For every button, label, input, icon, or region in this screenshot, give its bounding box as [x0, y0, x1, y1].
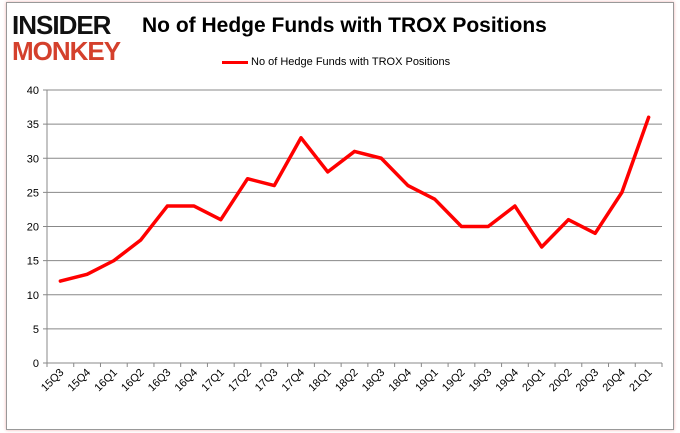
data-point — [566, 218, 570, 222]
data-point — [353, 149, 356, 153]
insider-monkey-logo: INSIDER MONKEY — [12, 10, 121, 66]
data-point — [272, 184, 276, 188]
x-tick-label: 16Q1 — [92, 367, 120, 395]
chart-title: No of Hedge Funds with TROX Positions — [142, 14, 547, 37]
x-tick-label: 19Q2 — [440, 367, 468, 395]
logo-line2: MONKEY — [12, 36, 121, 66]
y-tick-label: 25 — [27, 187, 39, 199]
y-tick-label: 5 — [33, 324, 39, 336]
y-tick-label: 30 — [27, 153, 39, 165]
x-tick-label: 20Q2 — [547, 367, 575, 395]
data-point — [219, 218, 223, 222]
x-tick-label: 16Q2 — [119, 367, 147, 395]
x-tick-label: 16Q4 — [173, 367, 201, 395]
data-point — [486, 225, 490, 228]
x-tick-label: 18Q4 — [387, 367, 415, 395]
x-tick-label: 20Q3 — [574, 367, 602, 395]
legend-swatch — [222, 60, 248, 64]
x-tick-label: 15Q4 — [66, 367, 94, 395]
data-point — [647, 115, 651, 119]
data-point — [246, 177, 250, 181]
x-tick-label: 18Q3 — [360, 367, 388, 395]
y-tick-label: 0 — [33, 358, 39, 370]
data-point — [433, 197, 437, 201]
x-tick-label: 20Q1 — [520, 367, 548, 395]
chart-frame — [6, 2, 674, 430]
x-tick-label: 19Q1 — [413, 367, 441, 395]
data-point — [620, 190, 624, 194]
data-point — [165, 204, 169, 208]
x-tick-label: 20Q4 — [600, 367, 628, 395]
data-point — [192, 204, 196, 208]
data-point — [85, 272, 89, 276]
x-tick-label: 17Q3 — [253, 367, 281, 395]
y-tick-label: 20 — [27, 222, 39, 234]
x-tick-label: 16Q3 — [146, 367, 174, 395]
x-tick-label: 17Q4 — [280, 367, 308, 395]
data-point — [593, 231, 597, 235]
data-point — [326, 170, 330, 174]
data-point — [299, 136, 303, 140]
legend-label: No of Hedge Funds with TROX Positions — [251, 56, 451, 68]
data-point — [459, 225, 463, 228]
x-tick-label: 17Q1 — [199, 367, 227, 395]
x-tick-label: 19Q3 — [467, 367, 495, 395]
data-point — [58, 279, 62, 283]
legend: No of Hedge Funds with TROX Positions — [222, 56, 450, 68]
x-tick-label: 18Q1 — [306, 367, 334, 395]
x-tick-label: 21Q1 — [627, 367, 655, 395]
series-line — [58, 115, 651, 283]
x-tick-label: 17Q2 — [226, 367, 254, 395]
y-tick-label: 15 — [27, 256, 39, 268]
y-tick-label: 35 — [27, 119, 39, 131]
data-point — [379, 156, 383, 160]
x-tick-label: 15Q3 — [39, 367, 67, 395]
y-tick-label: 10 — [27, 290, 39, 302]
data-point — [540, 245, 544, 249]
data-point — [139, 238, 143, 242]
data-point — [513, 204, 517, 208]
data-point — [112, 259, 116, 263]
logo-line1: INSIDER — [12, 10, 111, 40]
x-tick-label: 19Q4 — [494, 367, 522, 395]
data-point — [406, 184, 410, 188]
y-tick-label: 40 — [27, 85, 39, 97]
x-tick-label: 18Q2 — [333, 367, 361, 395]
